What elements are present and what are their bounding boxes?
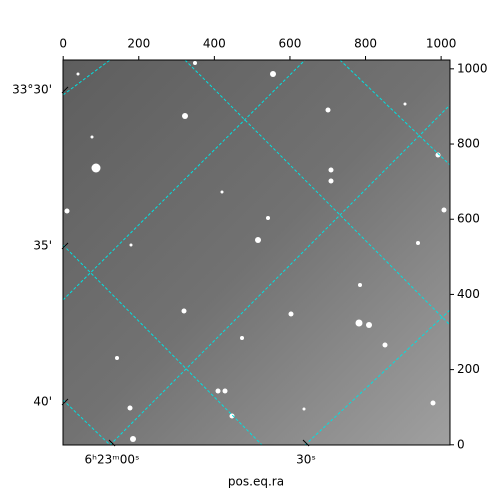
ra-tick-label: 6ʰ23ᵐ00ˢ [85,453,140,467]
dec-tick-label: 33°30' [12,82,52,96]
y-tick-label: 600 [457,212,480,226]
x-tick-label: 1000 [426,37,457,51]
x-axis-label: pos.eq.ra [228,475,284,489]
y-tick-label: 200 [457,362,480,376]
y-tick-label: 0 [457,437,465,451]
stars [64,61,447,442]
dec-tick [61,86,69,94]
x-tick-label: 800 [354,37,377,51]
y-tick-label: 800 [457,137,480,151]
x-tick-label: 600 [278,37,301,51]
dec-tick [61,398,69,406]
y-tick-label: 400 [457,287,480,301]
sky-image [63,60,450,445]
x-tick-label: 200 [127,37,150,51]
dec-tick-label: 40' [33,394,52,408]
x-tick-label: 0 [59,37,67,51]
ra-tick [108,439,116,447]
x-tick-label: 400 [203,37,226,51]
dec-tick-label: 35' [33,238,52,252]
coordinate-grid [62,59,451,446]
dec-tick [61,242,69,250]
ra-tick [302,439,310,447]
frame [62,59,451,446]
y-tick-label: 1000 [457,61,488,75]
ra-tick-label: 30ˢ [296,453,316,467]
